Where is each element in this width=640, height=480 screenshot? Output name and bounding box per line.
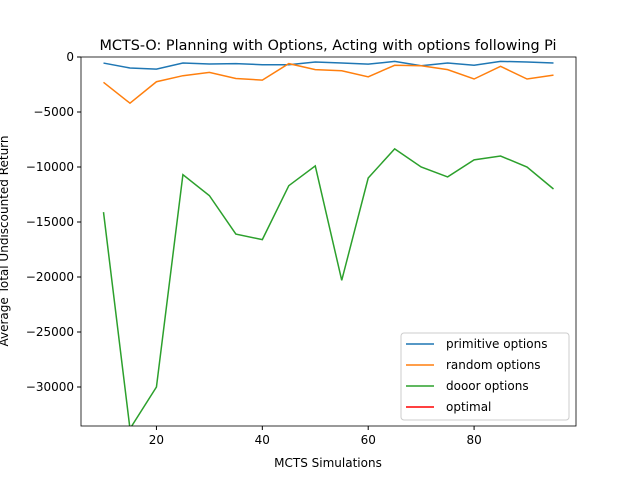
series-line [103,62,554,105]
y-tick-label: −10000 [26,160,74,174]
y-tick-label: −15000 [26,215,74,229]
legend-label: random options [446,358,541,372]
y-axis-label: Average Total Undiscounted Return [0,135,11,346]
x-tick-label: 20 [149,433,164,447]
x-axis-label: MCTS Simulations [274,456,382,470]
y-tick-label: 0 [66,50,74,64]
legend-label: dooor options [446,379,529,393]
legend-label: optimal [446,400,491,414]
legend-box [400,332,570,421]
x-tick-label: 80 [466,433,481,447]
legend-label: primitive options [446,337,547,351]
y-tick-label: −30000 [26,380,74,394]
axes-frame [80,56,577,427]
series-line [102,147,554,426]
x-tick-label: 40 [255,433,270,447]
x-tick-label: 60 [361,433,376,447]
y-tick-label: −25000 [26,325,74,339]
plot-area [102,60,554,426]
chart-title: MCTS-O: Planning with Options, Acting wi… [99,38,556,54]
y-tick-label: −20000 [26,270,74,284]
y-tick-label: −5000 [33,105,74,119]
legend: primitive options random options dooor opt… [400,332,570,421]
series-line [103,60,554,70]
